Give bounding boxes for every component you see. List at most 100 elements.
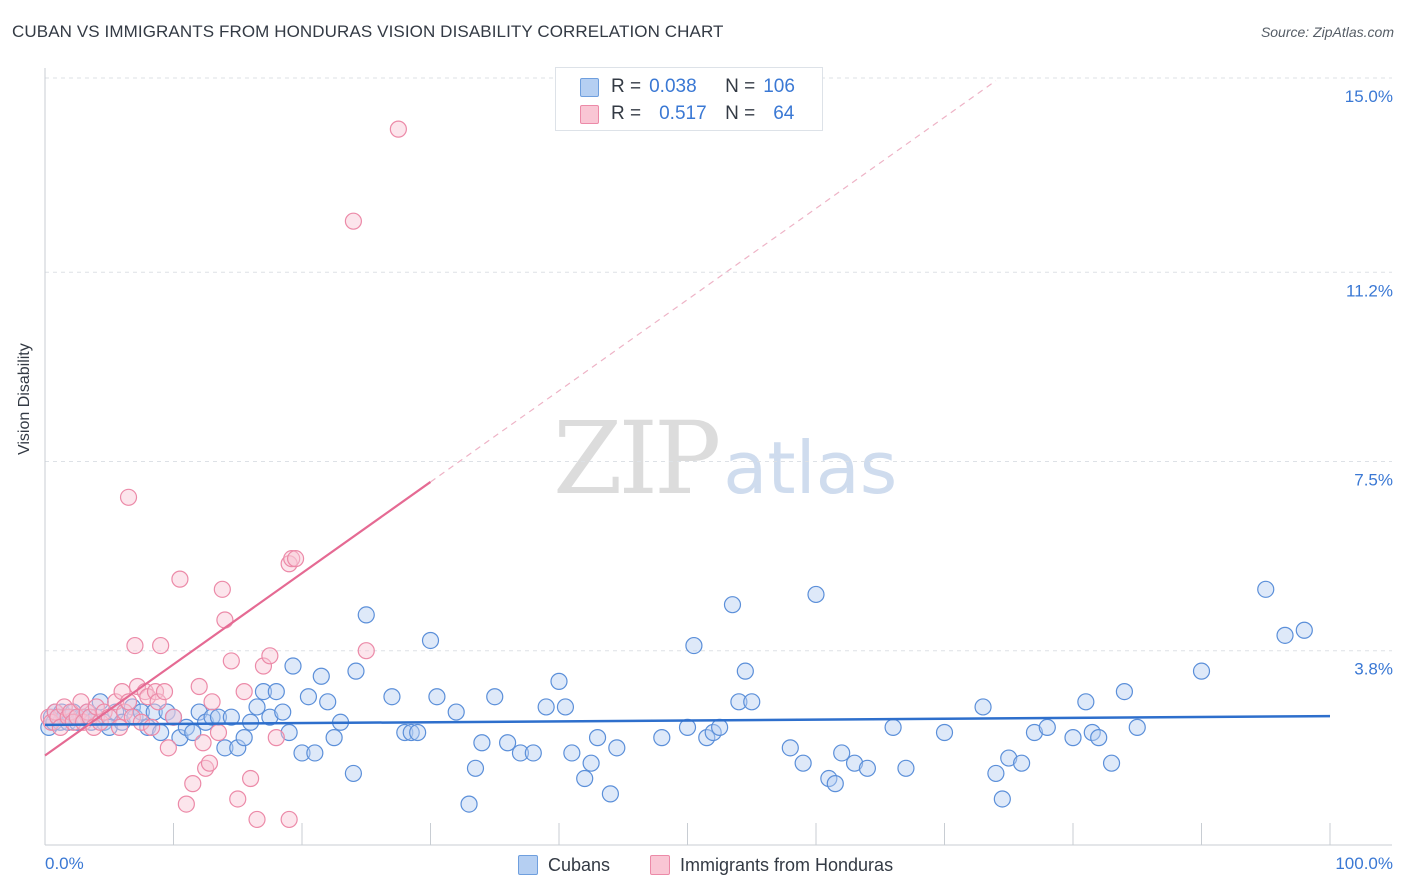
data-point bbox=[72, 693, 90, 711]
legend-n-value: 64 bbox=[773, 103, 795, 124]
data-point bbox=[524, 744, 542, 762]
data-point bbox=[319, 693, 337, 711]
data-point bbox=[1090, 729, 1108, 747]
data-point bbox=[149, 693, 167, 711]
data-point bbox=[357, 606, 375, 624]
data-point bbox=[312, 667, 330, 685]
data-point bbox=[126, 636, 144, 655]
data-point bbox=[897, 759, 915, 777]
data-point bbox=[588, 729, 607, 747]
data-point bbox=[730, 693, 748, 711]
data-point bbox=[280, 723, 298, 742]
data-point bbox=[357, 642, 375, 660]
data-point bbox=[347, 662, 365, 680]
data-point bbox=[159, 739, 177, 757]
data-point bbox=[685, 636, 703, 655]
data-point bbox=[421, 631, 440, 650]
data-point bbox=[576, 769, 594, 788]
legend-n-label: N = bbox=[725, 103, 756, 124]
data-point bbox=[1038, 718, 1056, 736]
data-point bbox=[1012, 754, 1031, 772]
data-point bbox=[261, 647, 279, 665]
x-tick-label: 100.0% bbox=[1335, 854, 1393, 873]
data-point bbox=[344, 764, 362, 783]
bottom-legend-cubans: Cubans bbox=[518, 852, 610, 878]
bottom-legend-swatch-blue bbox=[518, 855, 538, 875]
data-point bbox=[428, 688, 446, 706]
legend-swatch-pink bbox=[580, 104, 599, 124]
data-point bbox=[280, 810, 298, 829]
source-credit: Source: ZipAtlas.com bbox=[1260, 24, 1394, 40]
data-point bbox=[608, 739, 626, 757]
data-point bbox=[267, 729, 285, 747]
data-point bbox=[845, 754, 864, 772]
data-point bbox=[601, 785, 620, 803]
data-point bbox=[325, 729, 343, 747]
data-point bbox=[306, 744, 324, 762]
data-point bbox=[190, 677, 208, 696]
data-point bbox=[248, 698, 266, 716]
data-point bbox=[267, 682, 285, 701]
data-point bbox=[402, 723, 420, 742]
data-point bbox=[146, 682, 165, 701]
data-point bbox=[194, 734, 212, 752]
data-point bbox=[119, 488, 138, 506]
data-point bbox=[781, 739, 799, 757]
legend-row-cubans: R = 0.038 N = 106 bbox=[580, 74, 795, 100]
data-point bbox=[723, 596, 742, 614]
legend-swatch-blue bbox=[580, 77, 599, 97]
data-point bbox=[152, 636, 170, 655]
data-point bbox=[858, 759, 877, 777]
data-point bbox=[203, 693, 221, 711]
data-point bbox=[171, 570, 189, 588]
data-point bbox=[344, 212, 362, 230]
data-point bbox=[1064, 729, 1082, 747]
data-point bbox=[1257, 580, 1275, 598]
data-point bbox=[248, 810, 266, 829]
data-point bbox=[563, 744, 581, 762]
data-point bbox=[254, 657, 273, 675]
data-point bbox=[537, 698, 555, 716]
data-point bbox=[556, 698, 575, 716]
bottom-legend-swatch-pink bbox=[650, 855, 670, 875]
data-point bbox=[511, 744, 530, 762]
legend-n-value: 106 bbox=[763, 76, 795, 97]
data-point bbox=[1077, 693, 1095, 711]
data-point bbox=[582, 754, 600, 772]
data-point bbox=[884, 718, 902, 736]
tick-labels: 3.8% 7.5% 11.2% 15.0% 0.0% 100.0% bbox=[45, 87, 1393, 873]
data-point bbox=[229, 739, 247, 757]
data-point bbox=[171, 729, 189, 747]
data-point bbox=[203, 708, 221, 726]
data-point bbox=[155, 682, 174, 701]
data-point bbox=[1000, 749, 1018, 767]
data-point bbox=[254, 682, 273, 701]
data-point bbox=[143, 718, 161, 736]
data-point bbox=[466, 759, 485, 777]
legend-row-honduras: R = 0.517 N = 64 bbox=[580, 101, 794, 127]
data-point bbox=[200, 754, 219, 772]
data-point bbox=[216, 739, 234, 757]
data-point bbox=[987, 764, 1005, 783]
data-point bbox=[283, 550, 301, 568]
data-point bbox=[1115, 682, 1134, 701]
data-point bbox=[190, 703, 208, 721]
data-point bbox=[213, 580, 231, 598]
bottom-legend-honduras: Immigrants from Honduras bbox=[650, 852, 893, 878]
data-point bbox=[299, 688, 318, 706]
data-point bbox=[216, 611, 234, 629]
data-point bbox=[993, 790, 1011, 808]
data-point bbox=[1295, 621, 1313, 639]
legend-r-label: R = bbox=[611, 103, 642, 124]
data-point bbox=[486, 688, 504, 706]
data-point bbox=[222, 708, 240, 726]
chart-title: CUBAN VS IMMIGRANTS FROM HONDURAS VISION… bbox=[12, 22, 724, 41]
data-point bbox=[1025, 723, 1044, 742]
grid-lines bbox=[45, 77, 1392, 652]
y-tick-label: 11.2% bbox=[1346, 281, 1393, 300]
data-point bbox=[235, 729, 253, 747]
data-point bbox=[235, 682, 253, 701]
legend-r-label: R = bbox=[611, 76, 642, 97]
data-point bbox=[935, 723, 954, 742]
